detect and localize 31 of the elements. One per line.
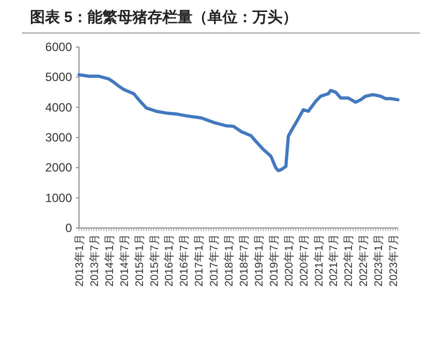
y-tick-label: 2000	[45, 160, 72, 175]
x-tick-label: 2022年1月	[343, 234, 356, 287]
y-tick-label: 1000	[45, 190, 72, 205]
line-series	[77, 73, 400, 172]
x-tick-label: 2017年7月	[208, 234, 221, 287]
x-tick-label: 2018年1月	[224, 234, 236, 287]
x-tick-label: 2018年7月	[238, 234, 250, 287]
y-tick-label: 0	[65, 221, 72, 235]
x-tick-label: 2021年1月	[313, 234, 326, 287]
x-tick-label: 2021年7月	[328, 234, 340, 287]
x-tick-label: 2016年7月	[178, 234, 191, 287]
x-tick-label: 2022年7月	[358, 234, 370, 287]
y-tick-label: 4000	[45, 100, 72, 114]
x-tick-label: 2019年1月	[253, 234, 266, 287]
x-tick-label: 2014年1月	[104, 234, 116, 287]
y-tick-label: 6000	[45, 40, 72, 54]
x-tick-label: 2023年7月	[388, 234, 400, 287]
x-tick-label: 2020年7月	[298, 234, 310, 287]
x-tick-label: 2016年1月	[164, 234, 176, 287]
x-tick-label: 2015年7月	[148, 234, 161, 287]
chart-title: 图表 5：能繁母猪存栏量（单位：万头）	[30, 9, 298, 26]
y-tick-label: 5000	[45, 70, 72, 84]
x-tick-label: 2023年1月	[373, 234, 386, 287]
x-tick-label: 2013年1月	[74, 234, 86, 287]
x-tick-label: 2019年7月	[268, 234, 280, 287]
x-tick-label: 2017年1月	[194, 234, 206, 287]
x-tick-label: 2020年1月	[283, 234, 296, 287]
x-tick-label: 2015年1月	[134, 234, 146, 287]
x-tick-label: 2013年7月	[88, 234, 101, 287]
y-tick-label: 3000	[45, 130, 72, 144]
x-tick-label: 2014年7月	[118, 234, 131, 287]
